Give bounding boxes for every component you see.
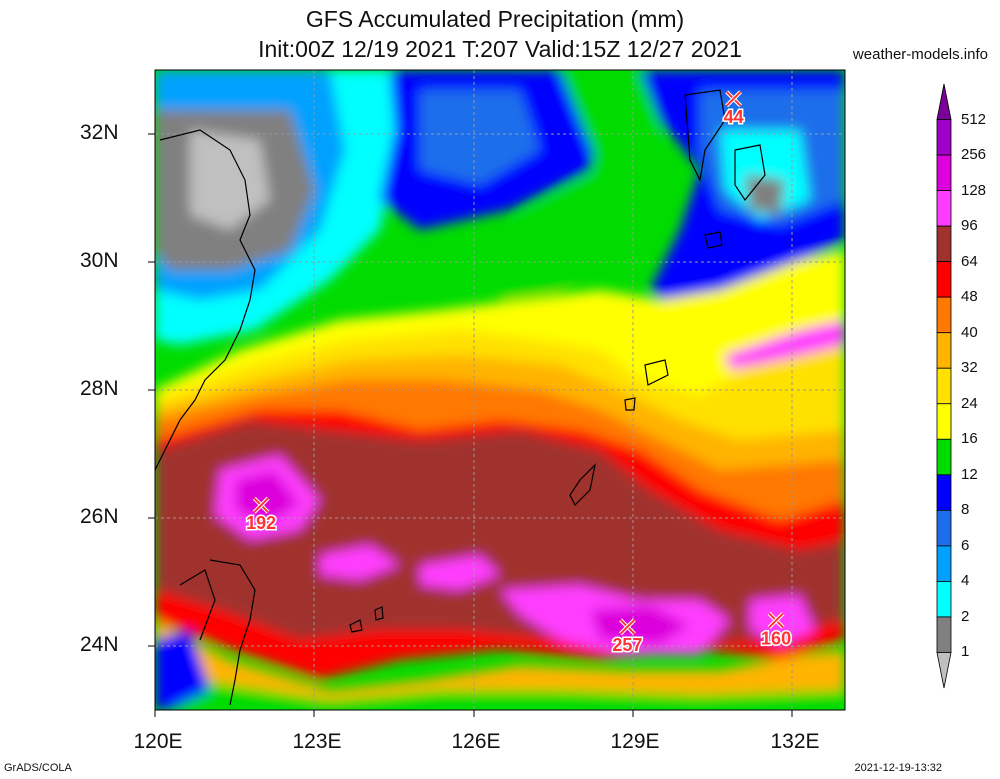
footer-timestamp: 2021-12-19-13:32 — [854, 762, 942, 774]
coastlines — [155, 89, 766, 706]
max-marker: 192 — [245, 496, 278, 535]
colorbar-swatch — [936, 581, 952, 618]
colorbar-level-label: 64 — [961, 252, 978, 270]
lon-label-120e: 120E — [133, 730, 183, 753]
max-marker: 257 — [611, 618, 644, 656]
lon-label-129e: 129E — [610, 730, 660, 753]
max-marker: 160 — [760, 611, 793, 650]
colorbar-swatch — [936, 225, 952, 263]
colorbar-swatch — [936, 83, 952, 120]
colorbar-swatch — [936, 332, 952, 369]
colorbar-swatch — [936, 296, 952, 334]
footer-software: GrADS/COLA — [4, 762, 72, 774]
colorbar-swatch — [936, 367, 952, 405]
colorbar-swatch — [936, 190, 952, 227]
colorbar-level-label: 12 — [961, 465, 978, 483]
colorbar-swatch — [936, 509, 952, 547]
colorbar-level-label: 48 — [961, 288, 978, 306]
lat-label-28n: 28N — [80, 377, 119, 400]
colorbar-swatch — [936, 261, 952, 298]
lat-label-26n: 26N — [80, 505, 119, 528]
colorbar-level-label: 1 — [961, 643, 970, 661]
colorbar-level-label: 6 — [961, 536, 970, 554]
colorbar-level-label: 24 — [961, 394, 978, 412]
colorbar-level-label: 40 — [961, 323, 978, 341]
lat-label-30n: 30N — [80, 249, 119, 272]
map-subtitle: Init:00Z 12/19 2021 T:207 Valid:15Z 12/2… — [258, 36, 742, 62]
colorbar-level-label: 16 — [961, 430, 978, 448]
colorbar-swatch — [936, 474, 952, 511]
lon-label-132e: 132E — [770, 730, 820, 753]
colorbar-swatch — [936, 154, 952, 191]
lon-label-126e: 126E — [451, 730, 501, 753]
graticule — [155, 70, 845, 710]
colorbar-level-label: 256 — [961, 146, 987, 164]
lat-label-24n: 24N — [80, 633, 119, 656]
site-credit: weather-models.info — [852, 46, 988, 63]
colorbar-level-label: 8 — [961, 501, 970, 519]
colorbar-level-label: 4 — [961, 572, 970, 590]
colorbar-swatch — [936, 616, 952, 653]
colorbar-swatch — [936, 652, 952, 689]
lat-label-32n: 32N — [80, 121, 119, 144]
max-marker-value: 192 — [246, 513, 276, 533]
colorbar-swatch — [936, 403, 952, 440]
colorbar-level-label: 128 — [961, 181, 987, 199]
max-marker-value: 257 — [612, 635, 642, 655]
precip-field — [155, 70, 845, 710]
colorbar-swatch — [936, 438, 952, 476]
colorbar-level-label: 2 — [961, 607, 970, 625]
colorbar-swatch — [936, 545, 952, 582]
max-marker-value: 44 — [724, 107, 744, 127]
colorbar-level-label: 96 — [961, 217, 978, 235]
lon-label-123e: 123E — [292, 730, 342, 753]
colorbar-level-label: 32 — [961, 359, 978, 377]
colorbar-level-label: 512 — [961, 110, 987, 128]
map-title: GFS Accumulated Precipitation (mm) — [305, 6, 685, 32]
max-marker: 44 — [722, 90, 745, 128]
colorbar-swatch — [936, 119, 952, 156]
max-markers: 44 192 257 160 — [245, 90, 793, 656]
max-marker-value: 160 — [761, 628, 791, 648]
